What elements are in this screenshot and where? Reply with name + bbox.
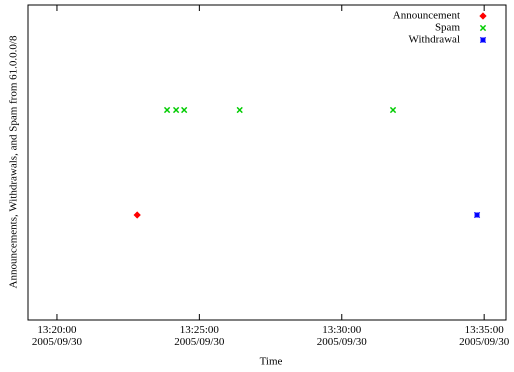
legend-label: Withdrawal bbox=[409, 34, 460, 46]
marker bbox=[389, 106, 397, 114]
marker bbox=[181, 106, 188, 114]
marker bbox=[163, 106, 171, 114]
x-tick-label: 13:35:00 2005/09/30 bbox=[459, 324, 510, 348]
legend-marker bbox=[479, 12, 487, 20]
legend-label: Announcement bbox=[393, 10, 460, 22]
x-tick-label: 13:30:00 2005/09/30 bbox=[317, 324, 368, 348]
marker bbox=[133, 211, 141, 219]
legend-marker bbox=[479, 24, 487, 32]
legend-label: Spam bbox=[435, 22, 461, 34]
x-axis-label: Time bbox=[260, 356, 283, 368]
y-axis-label: Announcements, Withdrawals, and Spam fro… bbox=[8, 35, 20, 288]
marker bbox=[236, 106, 243, 114]
marker bbox=[172, 106, 180, 114]
plot-frame bbox=[27, 4, 507, 321]
x-tick-label: 13:20:00 2005/09/30 bbox=[32, 324, 83, 348]
marker bbox=[473, 211, 481, 219]
x-tick-label: 13:25:00 2005/09/30 bbox=[174, 324, 225, 348]
legend-marker bbox=[479, 36, 487, 44]
